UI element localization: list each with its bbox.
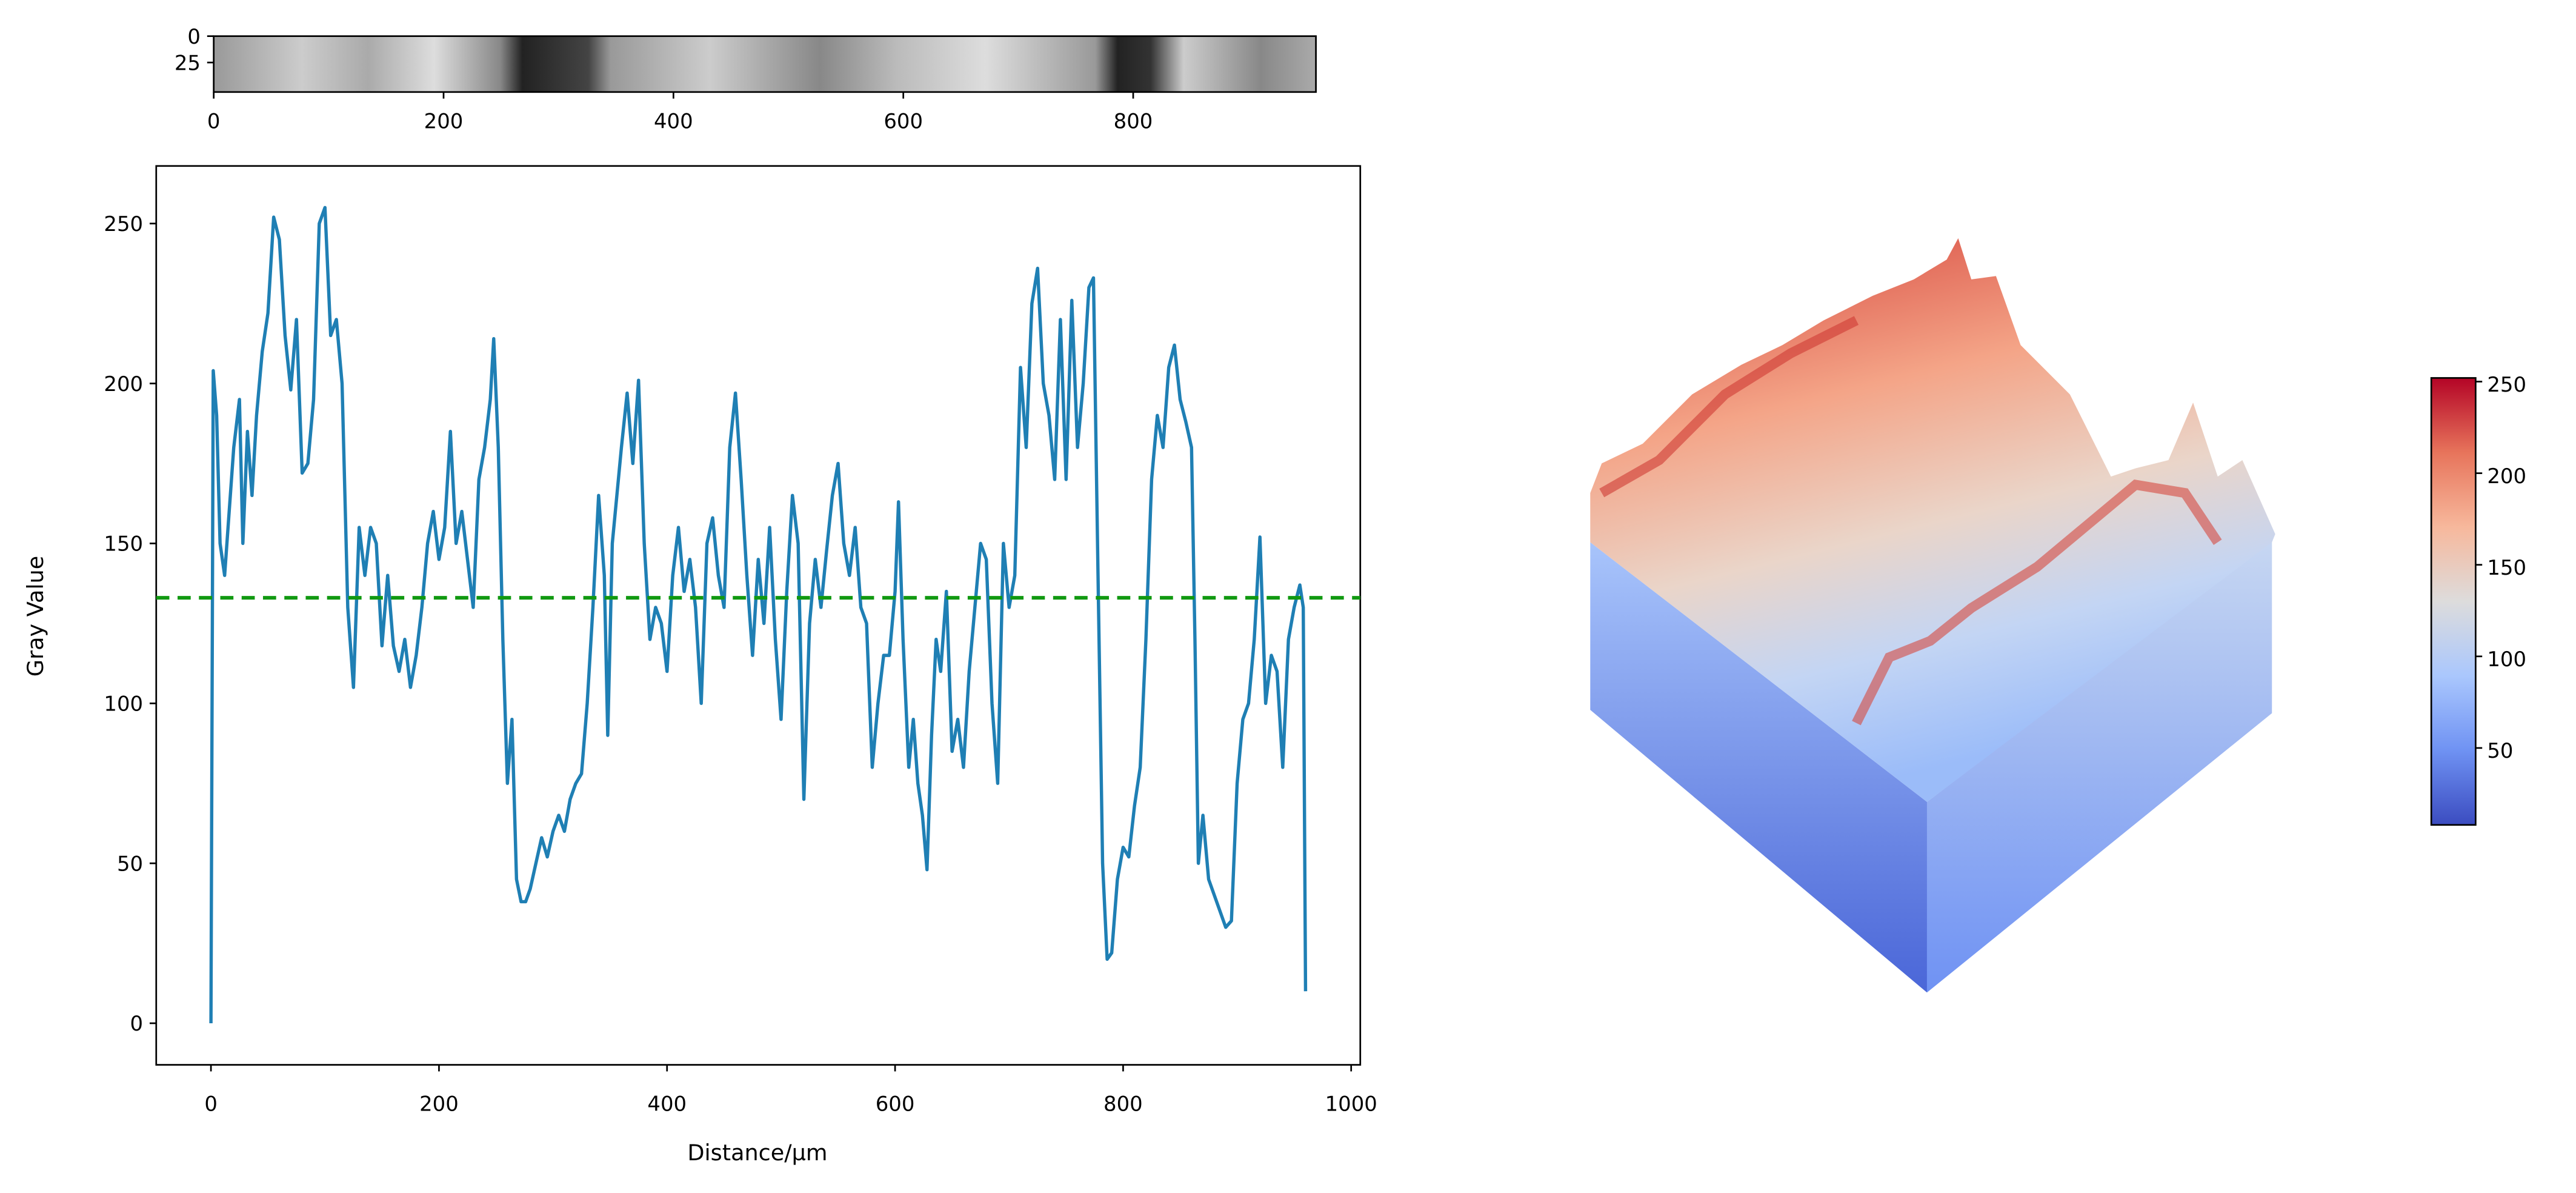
y-tick-label: 0 <box>130 1012 144 1035</box>
gray-profile-line <box>209 206 1308 1023</box>
surface-top <box>1590 238 2275 802</box>
x-tick-label: 800 <box>1103 1092 1143 1115</box>
strip-frame <box>213 35 1317 93</box>
colorbar-tick-label: 150 <box>2487 556 2526 580</box>
y-tick-label: 250 <box>104 212 143 236</box>
y-tick-label: 0 <box>187 25 201 48</box>
surface-side-right <box>1926 539 2272 993</box>
plot-frame <box>155 165 1362 1066</box>
colorbar <box>2430 377 2477 826</box>
y-tick-label: 150 <box>104 532 143 556</box>
surface-ridge <box>1599 316 1859 498</box>
y-axis-label: Gray Value <box>22 556 48 677</box>
x-tick-label: 200 <box>424 109 464 133</box>
x-tick-label: 600 <box>884 109 923 133</box>
y-tick-label: 100 <box>104 692 143 715</box>
x-tick-label: 1000 <box>1325 1092 1377 1115</box>
colorbar-tick-label: 250 <box>2487 373 2526 396</box>
x-tick-label: 0 <box>204 1092 218 1115</box>
colorbar-tick-label: 200 <box>2487 464 2526 488</box>
y-tick-label: 25 <box>175 51 201 75</box>
colorbar-tick-label: 100 <box>2487 647 2526 671</box>
surface-ridge <box>1852 480 2222 726</box>
surface-plot <box>1590 238 2275 993</box>
x-tick-label: 0 <box>207 109 221 133</box>
x-tick-label: 400 <box>647 1092 687 1115</box>
x-tick-label: 200 <box>419 1092 459 1115</box>
x-tick-label: 800 <box>1114 109 1153 133</box>
y-tick-label: 200 <box>104 372 143 396</box>
surface-side-left <box>1590 542 1927 993</box>
micrograph <box>213 36 1316 92</box>
y-tick-label: 50 <box>117 852 143 875</box>
x-tick-label: 400 <box>654 109 693 133</box>
x-tick-label: 600 <box>876 1092 915 1115</box>
x-axis-label: Distance/µm <box>687 1140 827 1166</box>
colorbar-tick-label: 50 <box>2487 739 2513 763</box>
